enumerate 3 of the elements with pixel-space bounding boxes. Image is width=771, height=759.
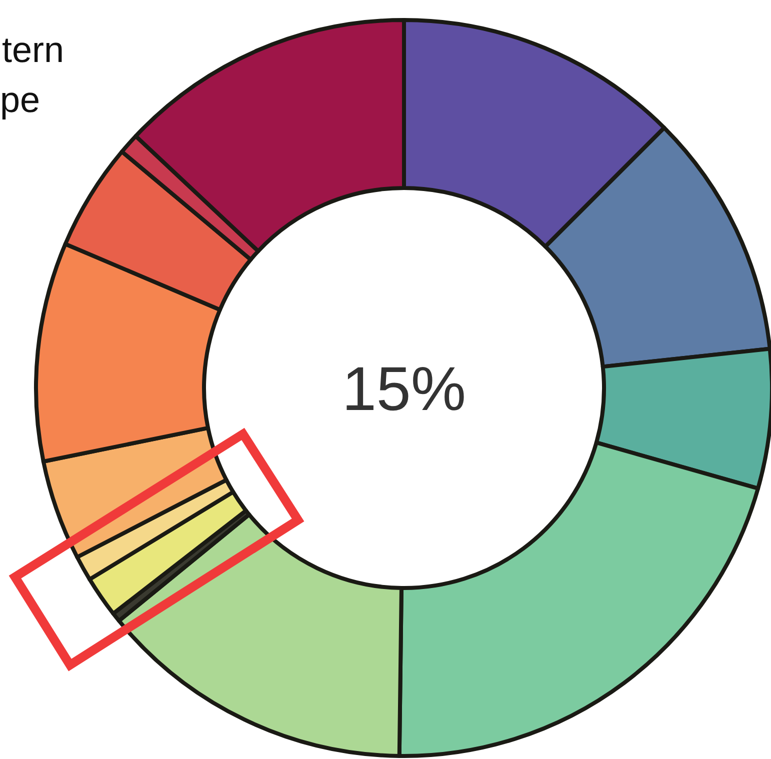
text: pe [0, 79, 40, 120]
text: 15% [342, 355, 466, 424]
text: tern [2, 29, 64, 70]
